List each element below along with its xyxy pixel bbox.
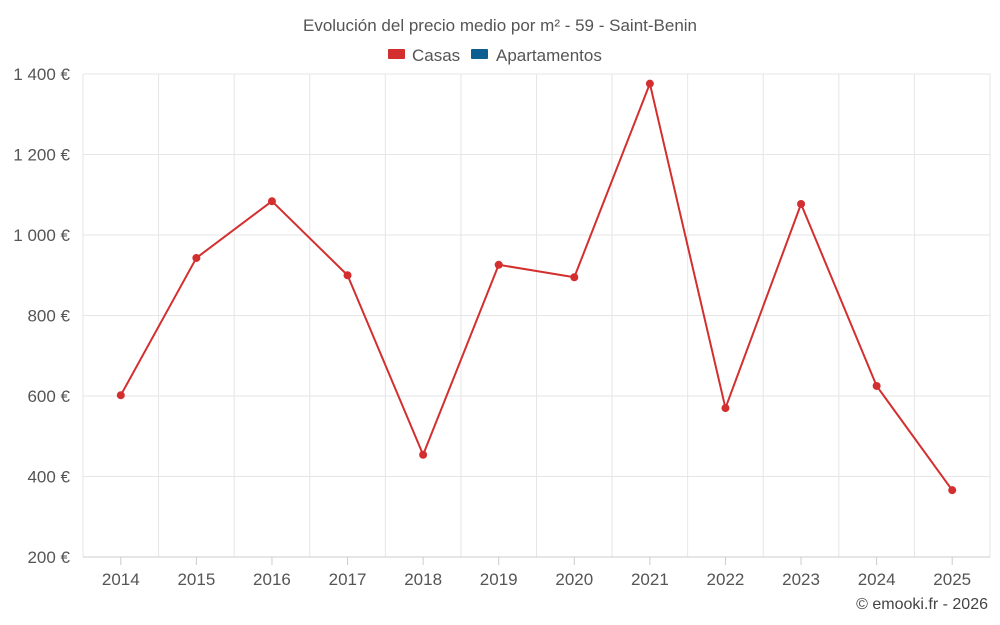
credit-text: © emooki.fr - 2026 xyxy=(856,596,988,613)
y-tick-label: 1 200 € xyxy=(13,146,70,165)
y-tick-label: 400 € xyxy=(27,468,70,487)
data-point-casas xyxy=(797,200,806,209)
x-tick-label: 2024 xyxy=(858,570,896,589)
data-point-casas xyxy=(343,271,352,280)
legend-label-casas: Casas xyxy=(412,46,460,65)
series-layer xyxy=(116,79,957,495)
legend-item-apartamentos[interactable]: Apartamentos xyxy=(471,46,602,65)
x-tick-label: 2014 xyxy=(102,570,140,589)
legend-item-casas[interactable]: Casas xyxy=(388,46,460,65)
legend-swatch-apartamentos xyxy=(471,49,488,59)
y-tick-label: 1 000 € xyxy=(13,226,70,245)
x-tick-label: 2025 xyxy=(933,570,971,589)
grid-layer xyxy=(82,73,991,557)
y-tick-label: 1 400 € xyxy=(13,65,70,84)
x-tick-label: 2020 xyxy=(555,570,593,589)
y-tick-label: 200 € xyxy=(27,548,70,567)
series-line-casas xyxy=(119,82,954,491)
data-point-casas xyxy=(192,253,201,262)
x-tick-label: 2015 xyxy=(177,570,215,589)
data-point-casas xyxy=(645,79,654,88)
data-point-casas xyxy=(570,273,579,282)
x-tick-label: 2016 xyxy=(253,570,291,589)
y-tick-label: 600 € xyxy=(27,387,70,406)
chart-title: Evolución del precio medio por m² - 59 -… xyxy=(303,16,697,35)
legend-swatch-casas xyxy=(388,49,405,59)
x-tick-label: 2022 xyxy=(707,570,745,589)
data-point-casas xyxy=(267,197,276,206)
x-tick-label: 2021 xyxy=(631,570,669,589)
axis-layer: 200 € 400 € 600 € 800 € 1 000 € 1 200 € 1 400 … xyxy=(13,65,990,589)
x-tick-label: 2023 xyxy=(782,570,820,589)
data-point-casas xyxy=(872,381,881,390)
legend-label-apartamentos: Apartamentos xyxy=(496,46,602,65)
y-tick-label: 800 € xyxy=(27,307,70,326)
legend: Casas Apartamentos xyxy=(388,46,602,65)
data-point-casas xyxy=(494,260,503,269)
data-point-casas xyxy=(116,391,125,400)
data-point-casas xyxy=(419,450,428,459)
x-tick-label: 2019 xyxy=(480,570,518,589)
x-tick-label: 2017 xyxy=(329,570,367,589)
x-tick-label: 2018 xyxy=(404,570,442,589)
data-point-casas xyxy=(948,486,957,495)
data-point-casas xyxy=(721,404,730,413)
